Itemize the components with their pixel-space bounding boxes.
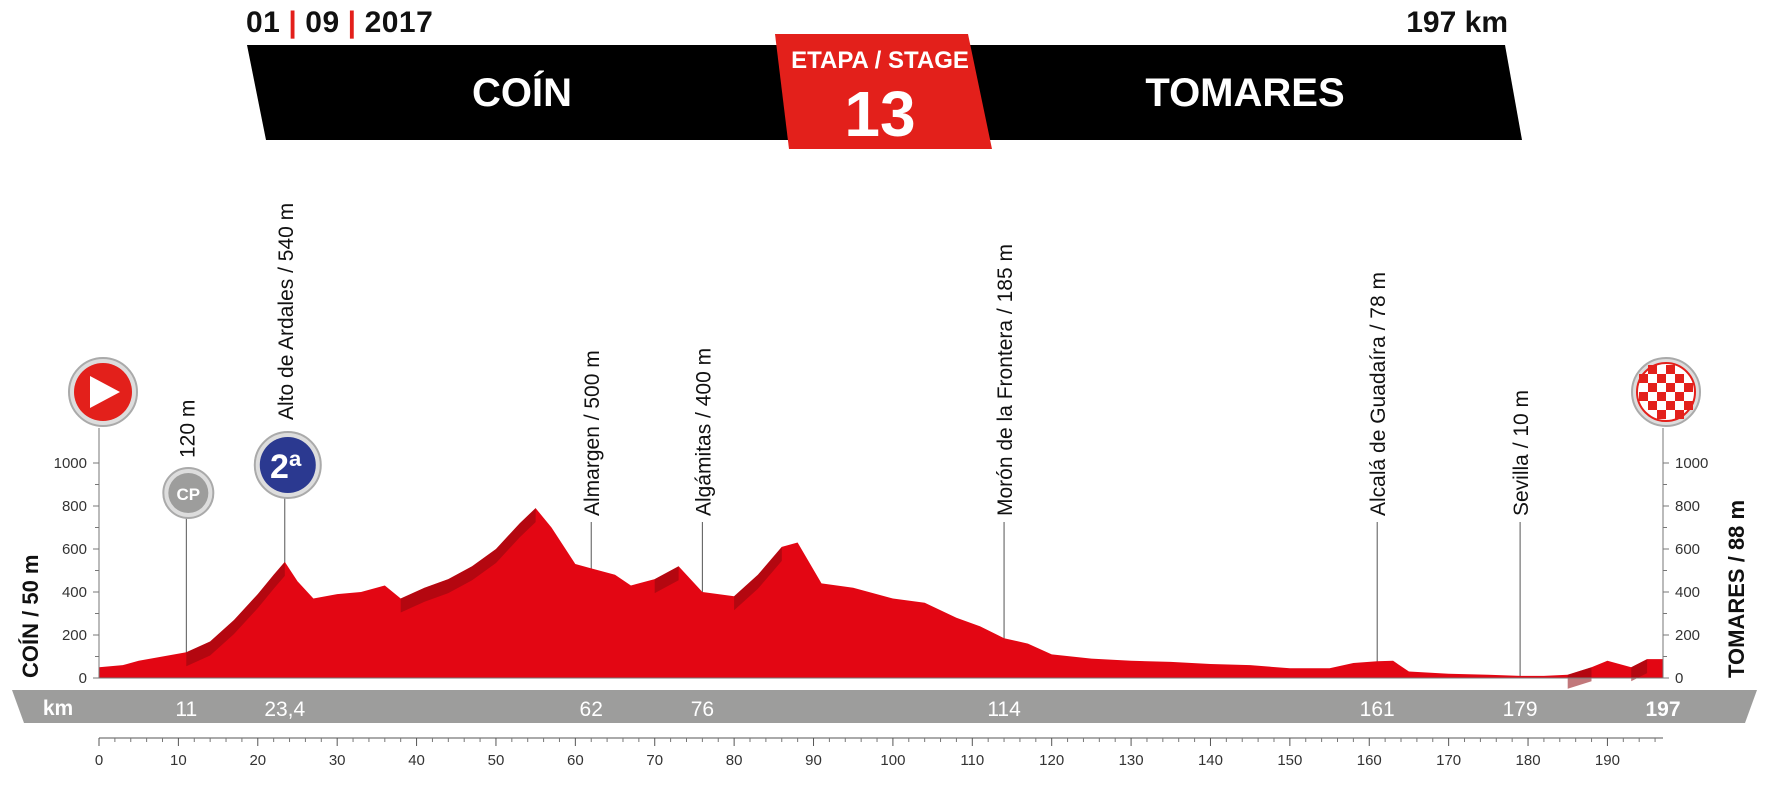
x-tick-label: 90 xyxy=(805,752,822,769)
date-separator: | xyxy=(347,6,357,39)
elevation-profile-area xyxy=(99,508,1663,678)
stage-label: ETAPA / STAGE xyxy=(791,47,969,74)
x-tick-label: 0 xyxy=(95,752,103,769)
y-tick-label-right: 600 xyxy=(1675,541,1700,558)
x-tick-label: 110 xyxy=(960,752,984,769)
y-tick-label-right: 200 xyxy=(1675,627,1700,644)
x-tick-label: 160 xyxy=(1357,752,1382,769)
poi-label: Algámitas / 400 m xyxy=(692,348,715,516)
date-month: 09 xyxy=(305,6,340,39)
poi-label: Morón de la Frontera / 185 m xyxy=(994,244,1017,516)
y-tick-label-right: 0 xyxy=(1675,670,1683,687)
x-tick-label: 60 xyxy=(567,752,584,769)
y-tick-label-left: 600 xyxy=(62,541,87,558)
km-marker-label: 114 xyxy=(987,698,1021,721)
x-tick-label: 190 xyxy=(1595,752,1620,769)
km-marker-label: 197 xyxy=(1645,698,1680,721)
start-flag-icon xyxy=(68,357,138,427)
km-marker-label: 179 xyxy=(1503,698,1538,721)
y-tick-label-right: 400 xyxy=(1675,584,1700,601)
y-tick-label-right: 1000 xyxy=(1675,455,1708,472)
x-tick-label: 70 xyxy=(646,752,663,769)
stage-distance: 197 km xyxy=(1406,6,1508,39)
y-tick-label-left: 200 xyxy=(62,627,87,644)
stage-number: 13 xyxy=(844,78,915,150)
stage-date: 01 | 09 | 2017 xyxy=(246,6,433,40)
start-elevation-label: COÍN / 50 m xyxy=(18,555,43,678)
km-marker-label: 23,4 xyxy=(264,698,305,721)
svg-text:2ª: 2ª xyxy=(270,448,302,486)
poi-label: Sevilla / 10 m xyxy=(1510,390,1533,516)
km-marker-label: 76 xyxy=(691,698,714,721)
km-marker-label: 62 xyxy=(580,698,603,721)
x-tick-label: 180 xyxy=(1516,752,1541,769)
x-tick-label: 30 xyxy=(329,752,346,769)
x-tick-label: 170 xyxy=(1436,752,1461,769)
checkpoint-icon: CP xyxy=(162,467,215,519)
y-tick-label-left: 800 xyxy=(62,498,87,515)
x-tick-label: 80 xyxy=(726,752,743,769)
poi-label: Almargen / 500 m xyxy=(581,350,604,516)
y-tick-label-left: 1000 xyxy=(54,455,87,472)
y-tick-label-left: 400 xyxy=(62,584,87,601)
x-tick-label: 120 xyxy=(1039,752,1064,769)
y-tick-label-right: 800 xyxy=(1675,498,1700,515)
km-marker-label: 161 xyxy=(1360,698,1395,721)
y-tick-label-left: 0 xyxy=(79,670,87,687)
x-tick-label: 20 xyxy=(249,752,266,769)
x-tick-label: 140 xyxy=(1198,752,1223,769)
km-marker-label: 11 xyxy=(175,698,197,721)
poi-label: Alcalá de Guadaíra / 78 m xyxy=(1367,272,1390,516)
x-tick-label: 50 xyxy=(488,752,505,769)
stage-badge xyxy=(775,34,992,149)
x-tick-label: 150 xyxy=(1277,752,1302,769)
date-year: 2017 xyxy=(364,6,434,39)
x-tick-label: 40 xyxy=(408,752,425,769)
x-tick-label: 100 xyxy=(880,752,905,769)
date-separator: | xyxy=(288,6,298,39)
start-city: COÍN xyxy=(472,70,572,115)
poi-label: 120 m xyxy=(176,400,199,458)
finish-city: TOMARES xyxy=(1145,71,1344,115)
x-tick-label: 130 xyxy=(1119,752,1144,769)
x-tick-label: 10 xyxy=(170,752,187,769)
finish-flag-icon xyxy=(1631,357,1701,427)
date-day: 01 xyxy=(246,6,281,39)
poi-label: Alto de Ardales / 540 m xyxy=(275,203,298,420)
climb-category-icon: 2ª xyxy=(253,431,322,499)
km-bar-label: km xyxy=(43,697,73,720)
finish-elevation-label: TOMARES / 88 m xyxy=(1724,500,1749,678)
km-bar xyxy=(12,690,1757,723)
svg-text:CP: CP xyxy=(177,485,201,504)
